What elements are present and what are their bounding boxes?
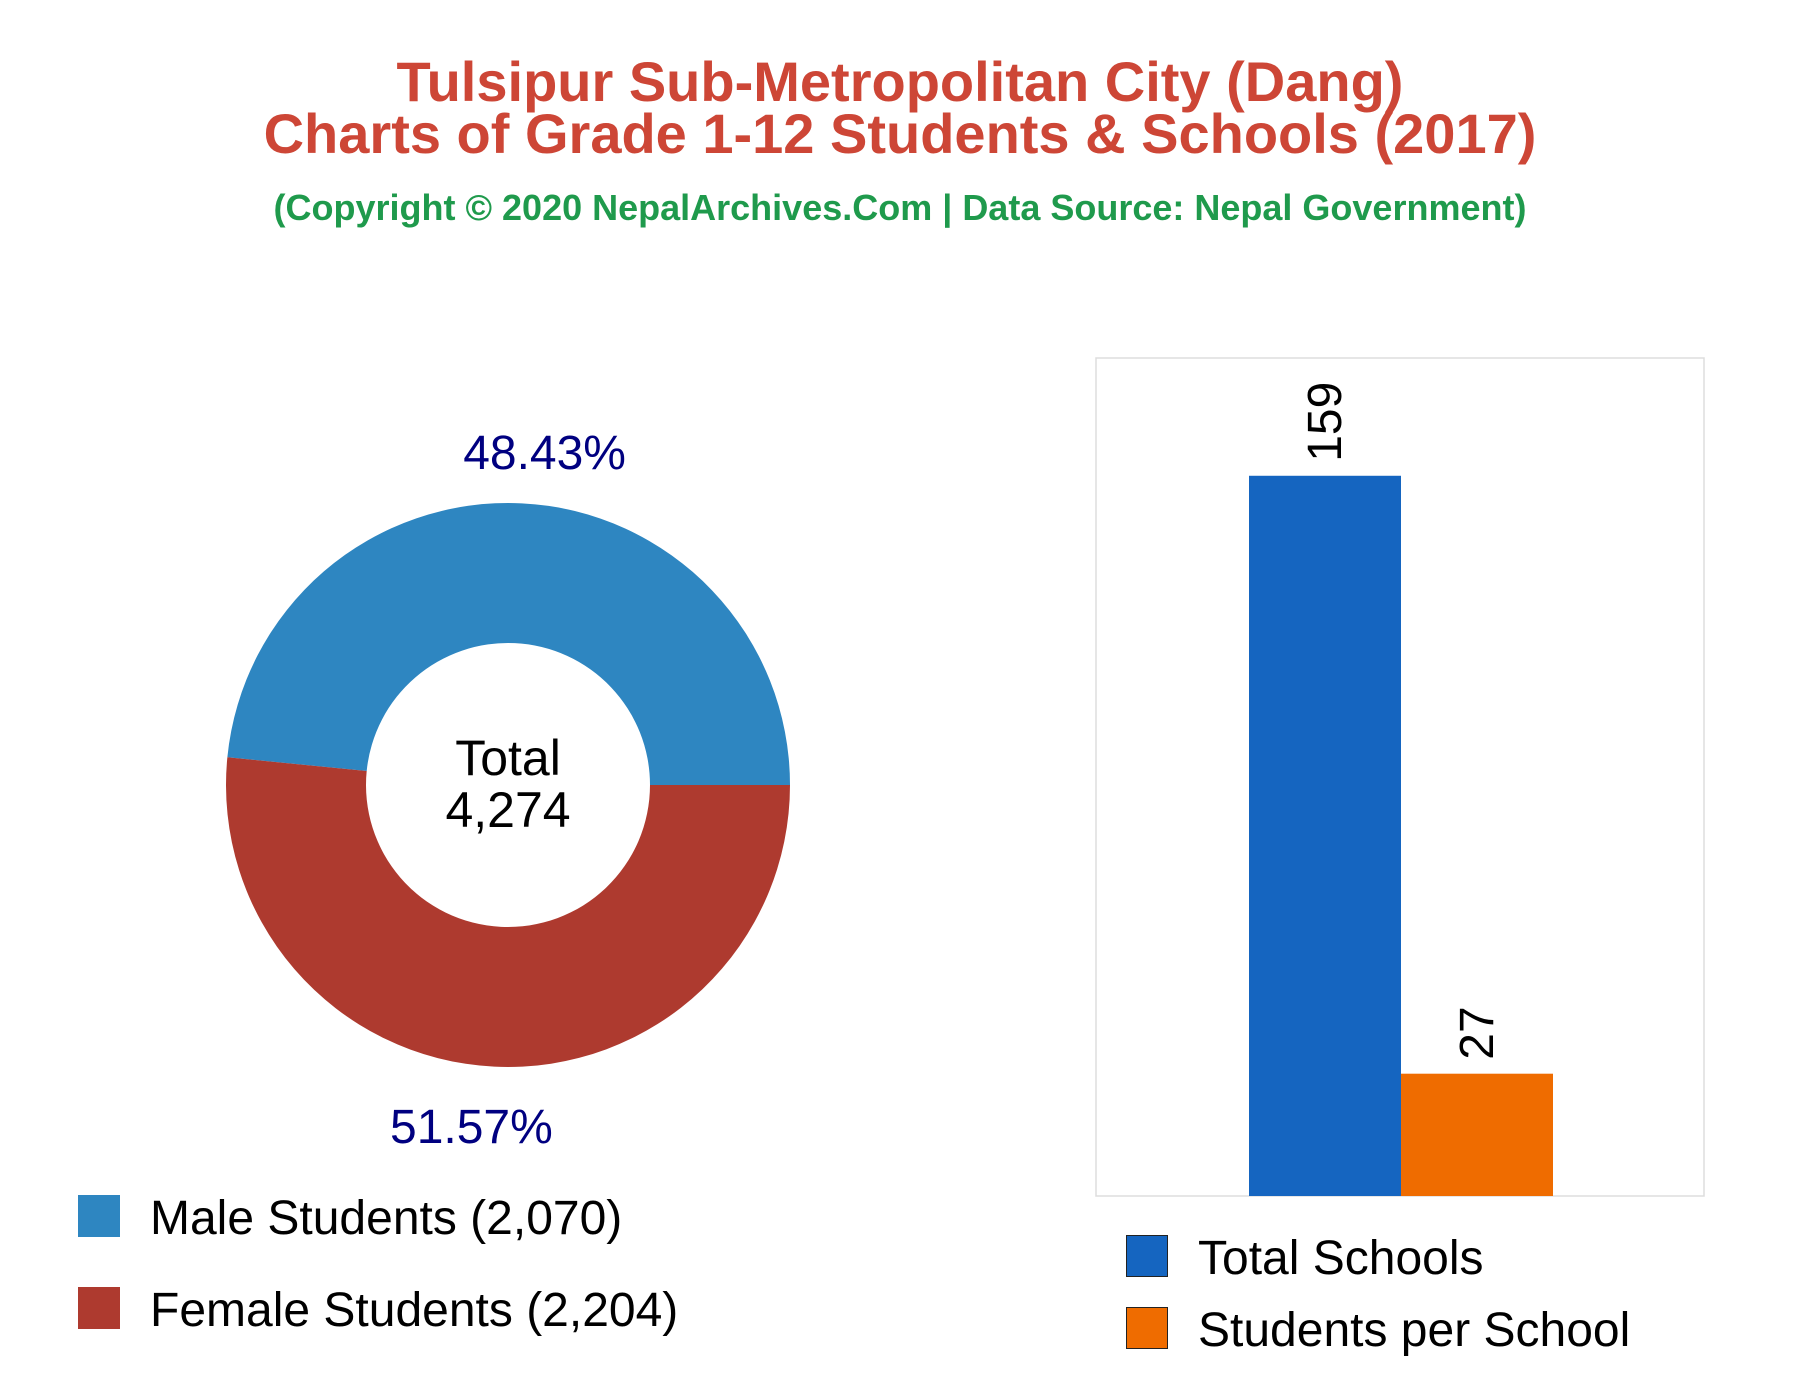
legend-swatch-total-schools (1126, 1235, 1168, 1277)
bar-label-students-per-school: 27 (1451, 1006, 1504, 1059)
donut-center-value: 4,274 (445, 782, 570, 838)
legend-swatch-students-per-school (1126, 1307, 1168, 1349)
bar-total-schools (1249, 476, 1401, 1196)
legend-swatch-male (78, 1195, 120, 1237)
pct-label-female: 51.57% (390, 1101, 553, 1154)
bar-students-per-school (1401, 1074, 1553, 1196)
pct-label-male: 48.43% (463, 427, 626, 480)
legend-label-students-per-school: Students per School (1198, 1303, 1630, 1358)
bar-label-total-schools: 159 (1299, 382, 1352, 462)
legend-label-male: Male Students (2,070) (150, 1191, 622, 1246)
legend-label-total-schools: Total Schools (1198, 1231, 1484, 1286)
legend-swatch-female (78, 1287, 120, 1329)
charts-canvas: 48.43% 51.57% Total4,274 159 27 (0, 0, 1800, 1400)
donut-center-title: Total (455, 730, 561, 786)
legend-label-female: Female Students (2,204) (150, 1283, 678, 1338)
